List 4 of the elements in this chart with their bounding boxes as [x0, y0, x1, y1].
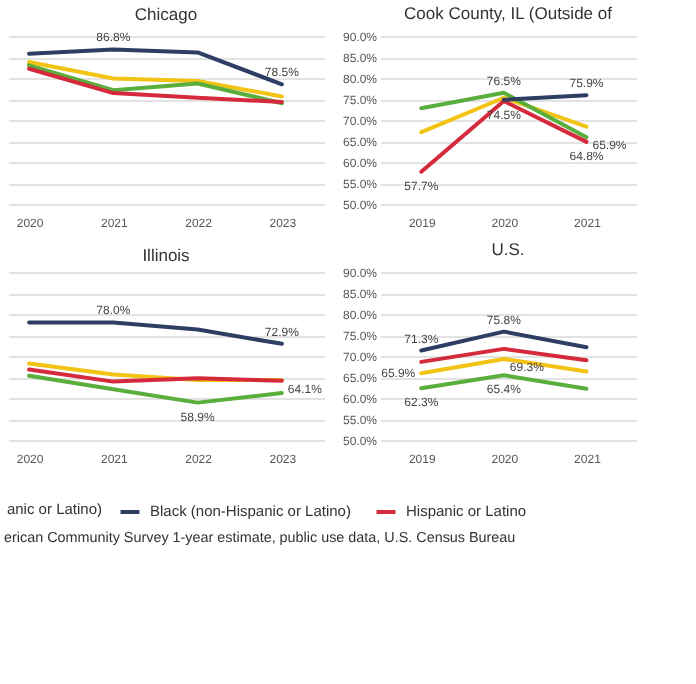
chart-title: Cook County, IL (Outside of [404, 3, 614, 23]
chart-title: Illinois [142, 245, 190, 265]
chart-title: Chicago [134, 4, 198, 25]
chart-title: U.S. [491, 239, 525, 259]
